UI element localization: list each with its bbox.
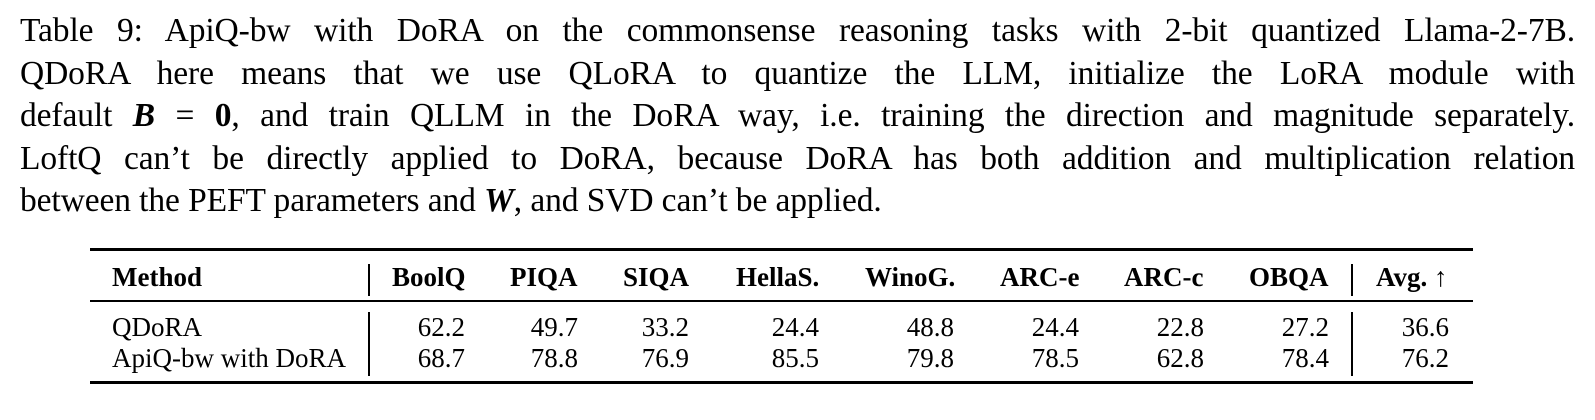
row-apiq-arc-e: 78.5 bbox=[1031, 343, 1079, 373]
row-qdora-arc-c: 22.8 bbox=[1156, 312, 1204, 342]
table-caption: Table 9: ApiQ-bw with DoRA on the common… bbox=[20, 10, 1575, 223]
row-apiq-avg: 76.2 bbox=[1401, 343, 1449, 373]
row-qdora-piqa: 49.7 bbox=[530, 312, 578, 342]
row-qdora-method: QDoRA bbox=[112, 312, 203, 342]
header-separator-left bbox=[368, 264, 370, 296]
caption-line-5-pre: between the PEFT parameters and bbox=[20, 182, 485, 219]
body-separator-left bbox=[368, 312, 370, 376]
row-qdora-siqa: 33.2 bbox=[641, 312, 689, 342]
header-arc-c: ARC-c bbox=[1124, 262, 1204, 292]
caption-line-3: default B = 0, and train QLLM in the DoR… bbox=[20, 95, 1575, 138]
table-bottom-rule bbox=[90, 381, 1473, 384]
caption-line-5-post: , and SVD can’t be applied. bbox=[513, 182, 882, 219]
row-apiq-hellas: 85.5 bbox=[771, 343, 819, 373]
row-qdora-avg: 36.6 bbox=[1401, 312, 1449, 342]
table-header-rule bbox=[90, 300, 1473, 302]
row-apiq-obqa: 78.4 bbox=[1281, 343, 1329, 373]
header-siqa: SIQA bbox=[623, 262, 690, 292]
body-separator-right bbox=[1351, 312, 1353, 376]
header-piqa: PIQA bbox=[510, 262, 578, 292]
header-hellas: HellaS. bbox=[736, 262, 820, 292]
row-apiq-arc-c: 62.8 bbox=[1156, 343, 1204, 373]
math-b-variable: B bbox=[132, 97, 156, 134]
row-apiq-method: ApiQ-bw with DoRA bbox=[112, 343, 346, 373]
caption-line-5: between the PEFT parameters and W, and S… bbox=[20, 180, 1575, 223]
row-apiq-piqa: 78.8 bbox=[530, 343, 578, 373]
header-avg: Avg. ↑ bbox=[1376, 262, 1448, 292]
math-equals: = bbox=[155, 97, 215, 134]
header-boolq: BoolQ bbox=[392, 262, 466, 292]
header-arc-e: ARC-e bbox=[1000, 262, 1080, 292]
header-winog: WinoG. bbox=[865, 262, 956, 292]
caption-line-3-post: , and train QLLM in the DoRA way, i.e. t… bbox=[231, 97, 1576, 134]
row-qdora-winog: 48.8 bbox=[906, 312, 954, 342]
row-apiq-winog: 79.8 bbox=[906, 343, 954, 373]
math-zero: 0 bbox=[214, 97, 232, 134]
caption-line-1: Table 9: ApiQ-bw with DoRA on the common… bbox=[20, 12, 1575, 49]
table-top-rule bbox=[90, 248, 1473, 251]
caption-line-3-pre: default bbox=[20, 97, 133, 134]
header-separator-right bbox=[1351, 264, 1353, 296]
row-qdora-hellas: 24.4 bbox=[771, 312, 819, 342]
caption-line-2: QDoRA here means that we use QLoRA to qu… bbox=[20, 54, 1575, 92]
header-method: Method bbox=[112, 262, 202, 292]
row-apiq-siqa: 76.9 bbox=[641, 343, 689, 373]
caption-line-4: LoftQ can’t be directly applied to DoRA,… bbox=[20, 139, 1575, 177]
row-qdora-boolq: 62.2 bbox=[417, 312, 465, 342]
row-qdora-obqa: 27.2 bbox=[1281, 312, 1329, 342]
row-apiq-boolq: 68.7 bbox=[417, 343, 465, 373]
header-obqa: OBQA bbox=[1249, 262, 1329, 292]
row-qdora-arc-e: 24.4 bbox=[1031, 312, 1079, 342]
math-w-variable: W bbox=[484, 182, 514, 219]
